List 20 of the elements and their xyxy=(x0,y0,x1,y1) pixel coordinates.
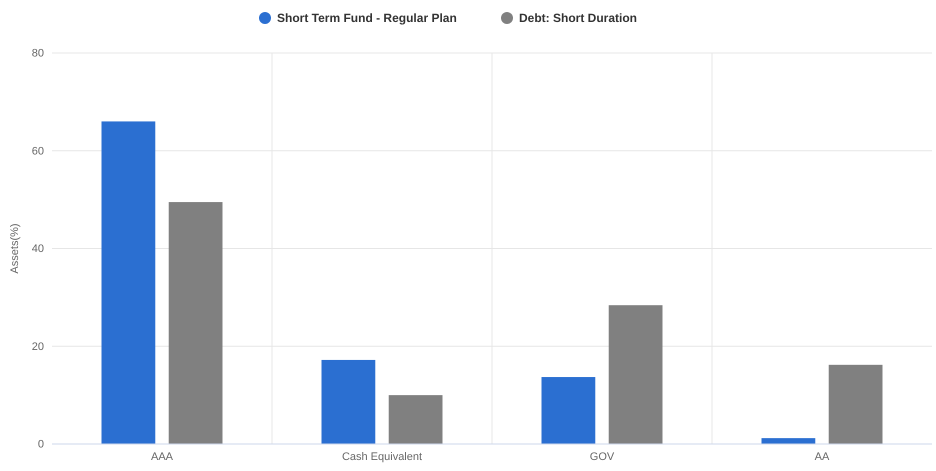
x-tick-label: GOV xyxy=(590,451,615,463)
bar xyxy=(542,377,596,444)
x-tick-label: AAA xyxy=(150,451,174,463)
x-tick-label: AA xyxy=(814,451,830,463)
y-tick-label: 80 xyxy=(32,48,44,60)
bar xyxy=(828,364,882,444)
legend-label: Short Term Fund - Regular Plan xyxy=(277,11,457,25)
y-tick-label: 20 xyxy=(32,340,44,353)
bar xyxy=(608,305,662,444)
bar xyxy=(168,202,222,444)
bar xyxy=(762,438,816,444)
bar xyxy=(102,121,156,444)
y-tick-label: 60 xyxy=(32,145,44,158)
y-tick-label: 0 xyxy=(38,438,44,451)
bar xyxy=(388,395,442,444)
y-axis-title: Assets(%) xyxy=(9,223,21,274)
legend-label: Debt: Short Duration xyxy=(519,11,637,25)
bar xyxy=(322,360,376,444)
x-tick-label: Cash Equivalent xyxy=(342,451,422,463)
y-tick-label: 40 xyxy=(32,243,44,256)
